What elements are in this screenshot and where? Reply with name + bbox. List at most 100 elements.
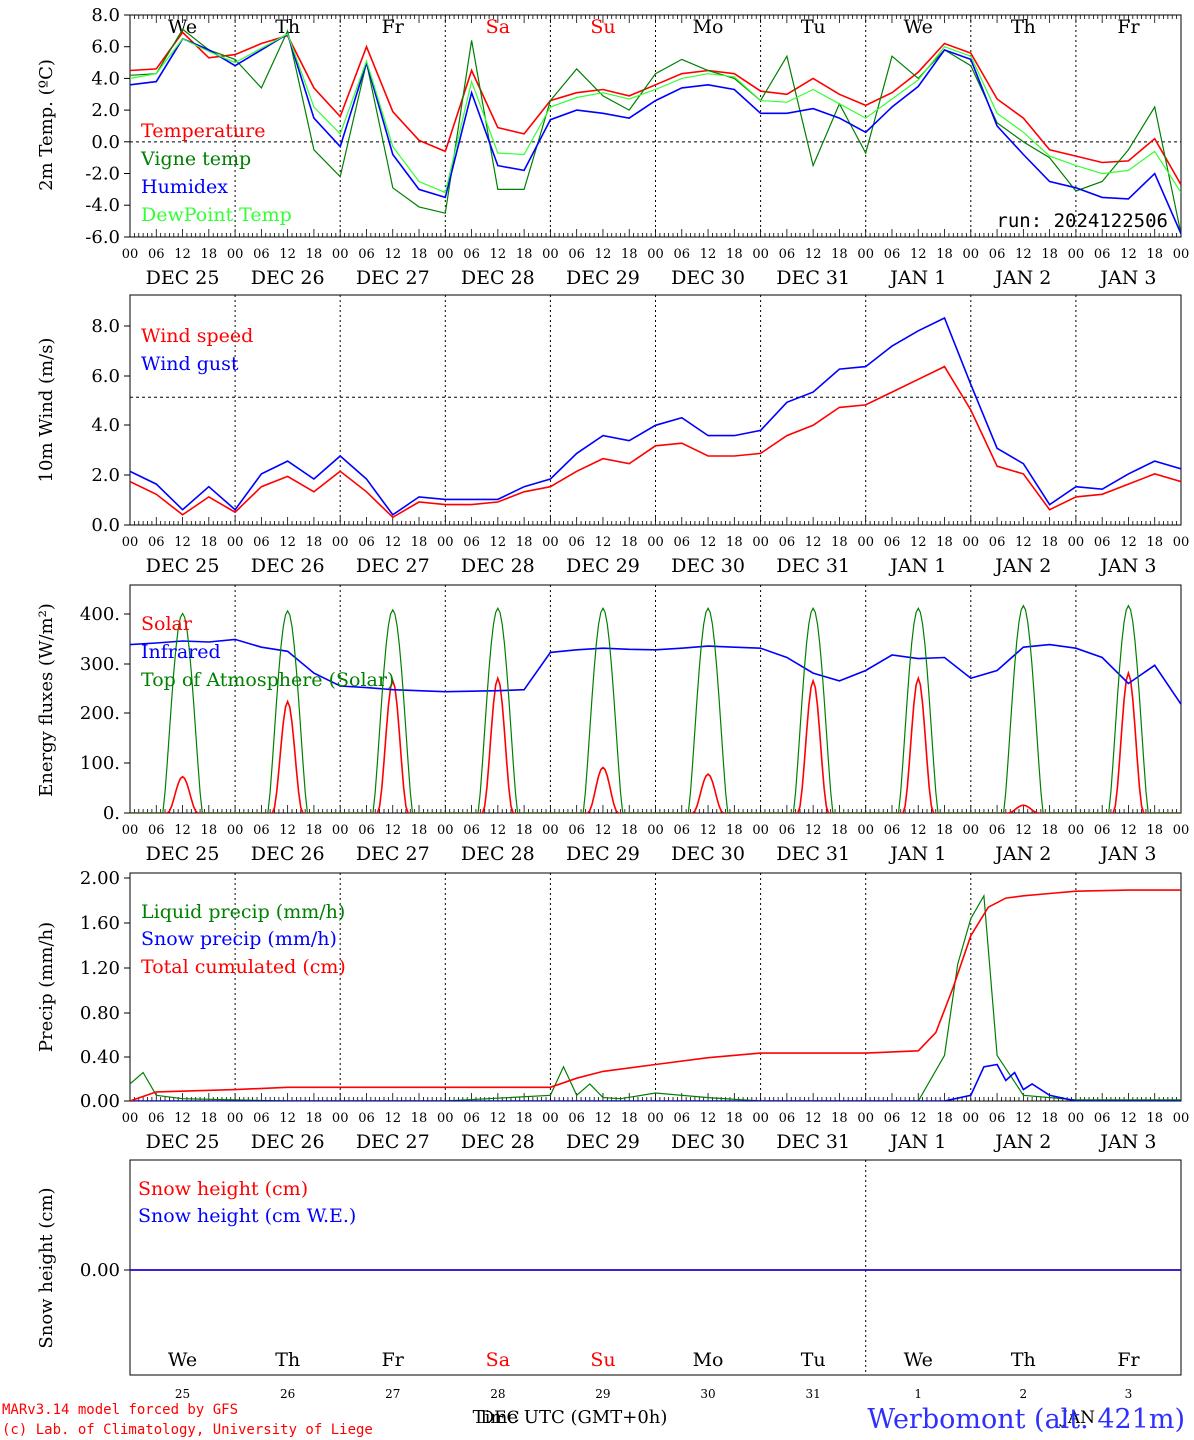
y-tick-label: 8.0 <box>91 316 120 337</box>
x-hour-label: 00 <box>1068 1111 1085 1126</box>
x-hour-label: 12 <box>384 823 401 838</box>
x-hour-label: 00 <box>752 535 769 550</box>
x-hour-label: 00 <box>122 535 139 550</box>
x-hour-label: 06 <box>148 1111 165 1126</box>
bottom-weekday-label: Th <box>275 1349 300 1371</box>
weekday-label: Fr <box>382 16 405 38</box>
x-hour-label: 06 <box>1094 247 1111 262</box>
x-hour-label: 12 <box>1120 1111 1137 1126</box>
x-hour-label: 00 <box>963 823 980 838</box>
x-hour-label: 06 <box>1094 535 1111 550</box>
x-hour-label: 12 <box>174 247 191 262</box>
x-hour-label: 00 <box>752 823 769 838</box>
bottom-weekday-label: We <box>904 1349 933 1371</box>
series-line-dewpoint-temp <box>130 33 1181 194</box>
y-tick-label: 0.00 <box>80 1091 120 1112</box>
x-date-label: DEC 25 <box>146 555 220 577</box>
x-hour-label: 18 <box>411 247 428 262</box>
weekday-label: Mo <box>693 16 724 38</box>
legend-entry: Snow precip (mm/h) <box>141 928 337 950</box>
weekday-label: Sa <box>486 16 510 38</box>
x-hour-label: 06 <box>989 535 1006 550</box>
x-hour-label: 06 <box>674 1111 691 1126</box>
y-tick-label: 1.20 <box>80 958 120 979</box>
x-date-label: DEC 27 <box>356 843 430 865</box>
y-axis-label: 2m Temp. (ºC) <box>36 59 57 191</box>
x-hour-label: 06 <box>989 1111 1006 1126</box>
x-hour-label: 00 <box>437 1111 454 1126</box>
x-hour-label: 12 <box>595 535 612 550</box>
x-hour-label: 18 <box>621 1111 638 1126</box>
x-hour-label: 18 <box>1041 1111 1058 1126</box>
y-tick-label: -4.0 <box>85 195 120 216</box>
x-hour-label: 00 <box>542 823 559 838</box>
x-hour-label: 00 <box>437 823 454 838</box>
panel-1: 8.0 6.0 4.0 2.0 0.0 -2.0 -4.0 -6.0 2m Temp. (ºC)… <box>36 5 1189 289</box>
legend-entry: Total cumulated (cm) <box>141 956 346 978</box>
x-hour-label: 06 <box>779 1111 796 1126</box>
x-date-label: DEC 27 <box>356 555 430 577</box>
x-hour-label: 12 <box>1120 535 1137 550</box>
series-line-wind-gust <box>130 316 1181 516</box>
x-hour-label: 18 <box>726 823 743 838</box>
x-hour-label: 18 <box>201 1111 218 1126</box>
weekday-label: Th <box>275 16 300 38</box>
bottom-day-number: 25 <box>175 1387 190 1401</box>
x-hour-label: 00 <box>227 247 244 262</box>
bottom-weekday-label: Tu <box>801 1349 826 1371</box>
x-hour-label: 18 <box>1146 535 1163 550</box>
bottom-weekday-label: Fr <box>1117 1349 1140 1371</box>
x-hour-label: 12 <box>910 247 927 262</box>
legend-entry: DewPoint Temp <box>141 204 292 226</box>
x-hour-label: 18 <box>726 535 743 550</box>
x-hour-label: 00 <box>1173 823 1190 838</box>
x-hour-label: 18 <box>306 535 323 550</box>
x-hour-label: 18 <box>831 1111 848 1126</box>
x-hour-label: 12 <box>1015 823 1032 838</box>
bottom-weekday-label: Su <box>590 1349 615 1371</box>
legend-entry: Solar <box>141 613 193 635</box>
x-hour-label: 12 <box>805 1111 822 1126</box>
y-tick-label: 2.0 <box>91 100 120 121</box>
x-hour-label: 12 <box>805 247 822 262</box>
x-hour-label: 18 <box>1041 247 1058 262</box>
y-tick-label: 1.60 <box>80 913 120 934</box>
station-label: Werbomont (alt. 421m) <box>867 1404 1185 1435</box>
x-date-label: JAN 3 <box>1098 843 1156 865</box>
plot-frame <box>129 1159 1182 1376</box>
x-hour-label: 18 <box>936 535 953 550</box>
series-line-humidex <box>130 32 1181 235</box>
x-hour-label: 06 <box>779 247 796 262</box>
y-tick-label: 0. <box>103 803 120 824</box>
x-date-label: JAN 1 <box>888 1131 946 1153</box>
x-date-label: DEC 26 <box>251 1131 325 1153</box>
bottom-day-number: 31 <box>806 1387 821 1401</box>
x-hour-label: 18 <box>516 247 533 262</box>
overlap-dec-label: DEC <box>480 1408 519 1428</box>
y-tick-label: 4.0 <box>91 415 120 436</box>
x-hour-label: 06 <box>148 247 165 262</box>
y-tick-label: 6.0 <box>91 366 120 387</box>
x-hour-label: 00 <box>857 1111 874 1126</box>
y-tick-label: 8.0 <box>91 5 120 26</box>
weekday-label: We <box>168 16 197 38</box>
x-hour-label: 18 <box>936 1111 953 1126</box>
x-hour-label: 12 <box>910 1111 927 1126</box>
x-hour-label: 06 <box>358 247 375 262</box>
x-date-label: DEC 29 <box>566 843 640 865</box>
x-hour-label: 12 <box>490 1111 507 1126</box>
x-hour-label: 18 <box>411 535 428 550</box>
x-date-label: DEC 27 <box>356 1131 430 1153</box>
x-hour-label: 18 <box>201 247 218 262</box>
x-date-label: JAN 3 <box>1098 555 1156 577</box>
x-date-label: DEC 31 <box>776 555 850 577</box>
x-hour-label: 18 <box>1146 823 1163 838</box>
x-hour-label: 00 <box>963 535 980 550</box>
x-hour-label: 18 <box>726 1111 743 1126</box>
x-hour-label: 06 <box>358 823 375 838</box>
x-hour-label: 06 <box>463 823 480 838</box>
bottom-weekday-label: Fr <box>382 1349 405 1371</box>
weekday-label: Tu <box>801 16 826 38</box>
x-hour-label: 06 <box>463 247 480 262</box>
